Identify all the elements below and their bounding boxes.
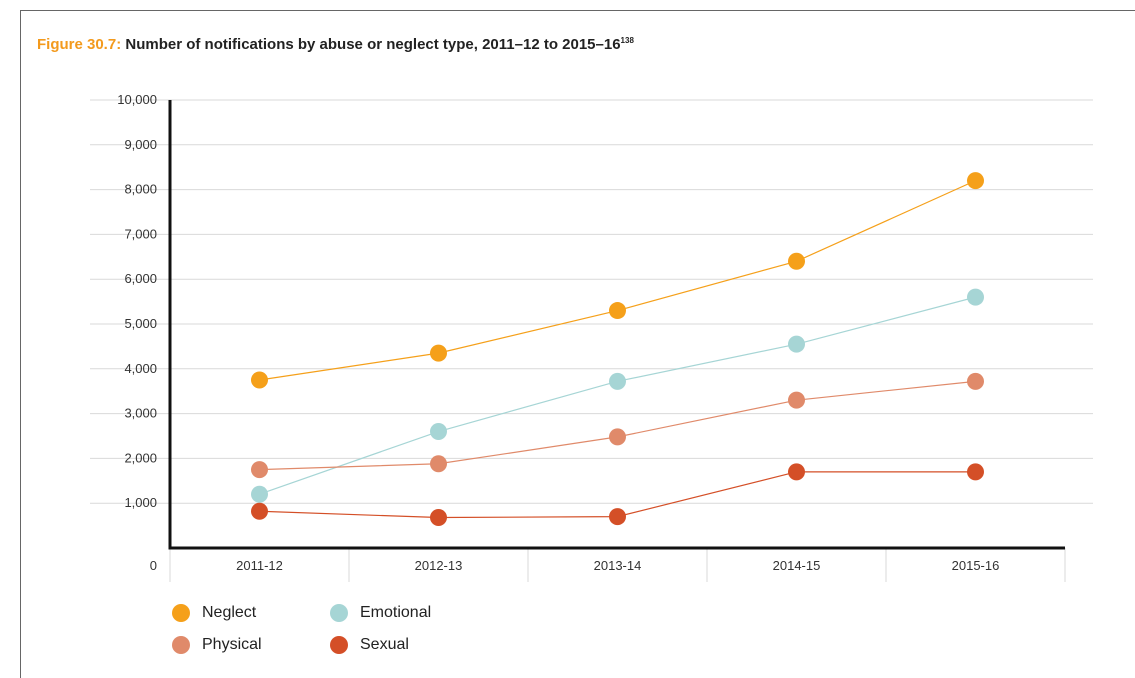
line-chart: 0 1,000 2,000 3,000 4,000 5,000 6,000 7,000 8,00… [90, 92, 1093, 582]
data-point-sexual [430, 509, 447, 527]
data-point-physical [967, 372, 984, 390]
y-tick-label: 0 [150, 558, 157, 573]
y-tick-label: 4,000 [124, 361, 157, 376]
figure-title-text: Number of notifications by abuse or negl… [121, 36, 621, 53]
legend-swatch-sexual [330, 636, 348, 654]
frame-left-border [20, 10, 21, 678]
x-tick-label: 2013-14 [594, 558, 642, 573]
legend-item-physical: Physical [172, 636, 262, 654]
data-point-emotional [967, 288, 984, 306]
data-point-neglect [609, 302, 626, 320]
data-point-emotional [430, 423, 447, 441]
legend-label-emotional: Emotional [360, 604, 432, 621]
series-line-neglect [259, 180, 976, 381]
y-tick-label: 7,000 [124, 226, 157, 241]
y-axis-ticks: 0 1,000 2,000 3,000 4,000 5,000 6,000 7,000 8,00… [117, 92, 157, 573]
legend-label-neglect: Neglect [202, 604, 257, 621]
figure-footnote: 138 [620, 36, 634, 45]
data-point-neglect [967, 172, 984, 190]
y-tick-label: 10,000 [117, 92, 157, 107]
data-point-neglect [788, 252, 805, 270]
data-point-emotional [251, 485, 268, 503]
data-point-emotional [788, 335, 805, 353]
y-tick-label: 2,000 [124, 450, 157, 465]
data-point-sexual [788, 463, 805, 481]
x-tick-label: 2015-16 [952, 558, 1000, 573]
legend-swatch-neglect [172, 604, 190, 622]
chart-grid [90, 99, 1093, 504]
y-tick-label: 8,000 [124, 182, 157, 197]
x-tick-label: 2012-13 [415, 558, 463, 573]
legend-item-emotional: Emotional [330, 604, 431, 622]
x-axis-ticks: 2011-12 2012-13 2013-14 2014-15 2015-16 [236, 558, 999, 573]
data-point-physical [609, 428, 626, 446]
legend-item-neglect: Neglect [172, 604, 256, 622]
chart-axes [168, 100, 1065, 550]
x-tick-label: 2011-12 [236, 558, 283, 573]
legend: Neglect Emotional Physical Sexual [172, 604, 492, 664]
x-tick-label: 2014-15 [773, 558, 821, 573]
legend-swatch-physical [172, 636, 190, 654]
data-point-sexual [967, 463, 984, 481]
data-point-neglect [430, 344, 447, 362]
data-point-sexual [609, 508, 626, 526]
frame-top-border [20, 10, 1135, 11]
y-tick-label: 3,000 [124, 406, 157, 421]
y-tick-label: 1,000 [124, 495, 157, 510]
data-point-physical [251, 461, 268, 479]
data-point-neglect [251, 371, 268, 389]
data-point-physical [788, 391, 805, 409]
y-tick-label: 6,000 [124, 271, 157, 286]
series-line-emotional [259, 296, 976, 495]
figure-label: Figure 30.7: [37, 36, 122, 53]
y-tick-label: 9,000 [124, 137, 157, 152]
legend-label-physical: Physical [202, 636, 262, 653]
x-axis-category-lines [169, 548, 1066, 582]
legend-label-sexual: Sexual [360, 636, 409, 653]
chart-series [251, 172, 984, 527]
legend-item-sexual: Sexual [330, 636, 409, 654]
data-point-emotional [609, 372, 626, 390]
data-point-physical [430, 455, 447, 473]
y-tick-label: 5,000 [124, 316, 157, 331]
figure-title: Figure 30.7: Number of notifications by … [37, 36, 634, 53]
data-point-sexual [251, 502, 268, 520]
legend-swatch-emotional [330, 604, 348, 622]
